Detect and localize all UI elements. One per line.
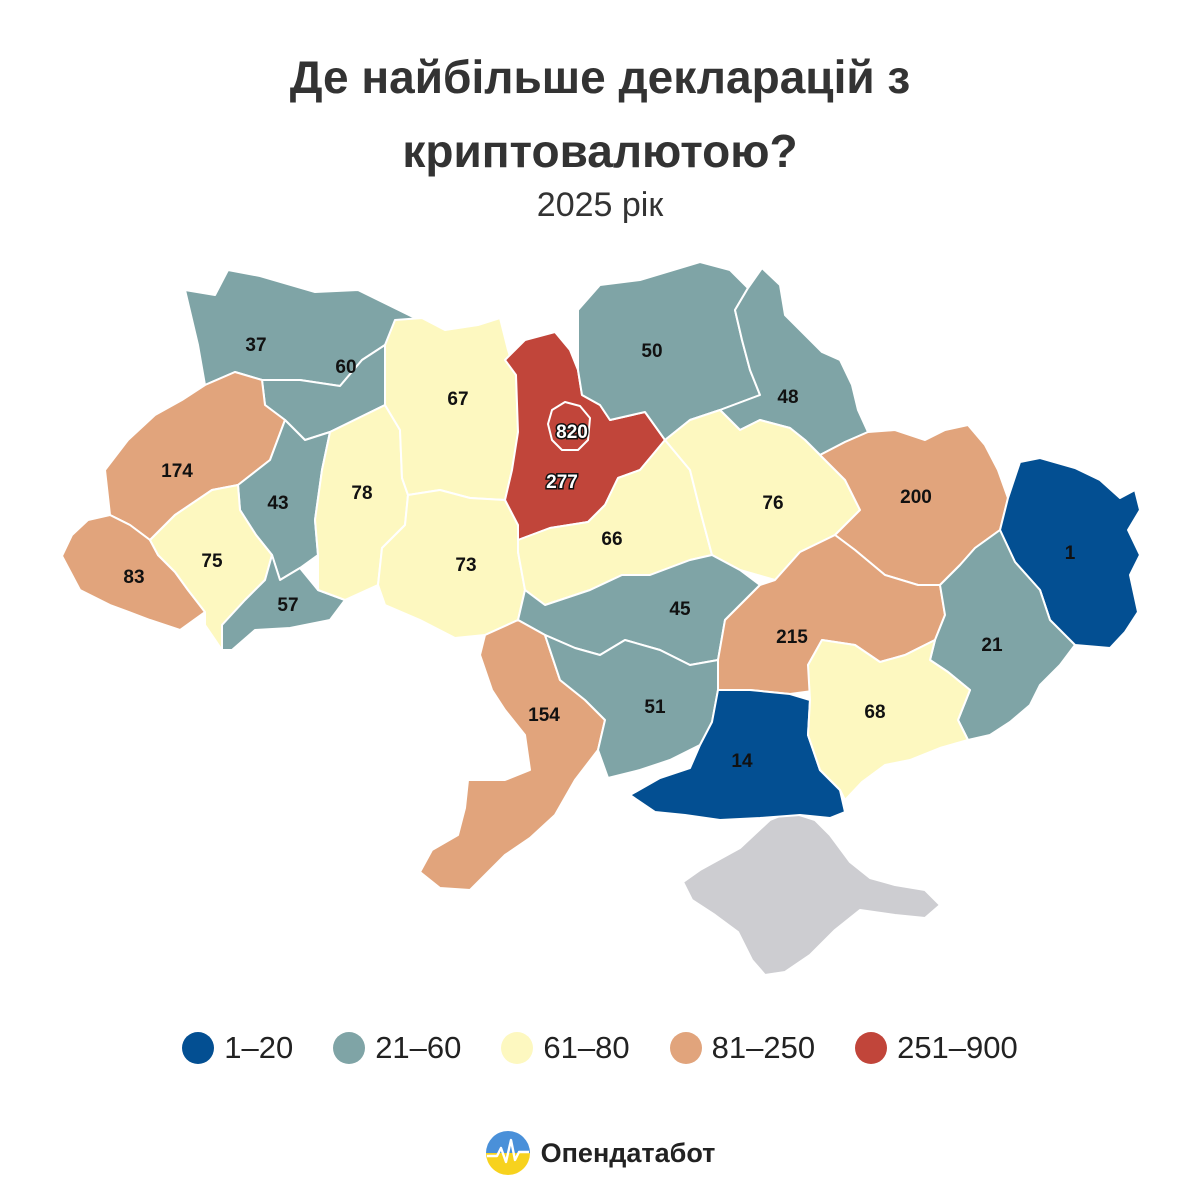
brand-name: Опендатабот bbox=[540, 1137, 716, 1168]
map-subtitle: 2025 рік bbox=[536, 186, 664, 224]
legend-item: 61–80 bbox=[501, 1030, 630, 1066]
region-value-kyiv-city: 820 bbox=[556, 422, 588, 443]
region-value-kherson: 14 bbox=[731, 751, 753, 772]
region-value-donetsk: 21 bbox=[981, 635, 1003, 656]
region-value-vinnytsia: 73 bbox=[455, 555, 476, 576]
region-value-sumy: 48 bbox=[777, 387, 798, 408]
legend-label: 81–250 bbox=[711, 1030, 816, 1065]
region-value-kharkiv: 200 bbox=[900, 487, 932, 508]
region-value-ivano-frankivsk: 75 bbox=[201, 551, 223, 572]
region-value-zaporizhzhia: 68 bbox=[864, 702, 885, 723]
region-value-lviv: 174 bbox=[161, 461, 193, 482]
legend-swatch bbox=[669, 1032, 702, 1064]
legend-item: 21–60 bbox=[333, 1030, 461, 1066]
region-value-cherkasy: 66 bbox=[601, 529, 622, 550]
region-value-rivne: 60 bbox=[335, 357, 356, 378]
legend-swatch bbox=[501, 1032, 534, 1064]
region-value-chernivtsi: 57 bbox=[277, 595, 298, 616]
region-crimea bbox=[682, 811, 941, 976]
map-title-line-1: Де найбільше декларацій з bbox=[289, 51, 911, 103]
map-title-line-2: криптовалютою? bbox=[402, 125, 798, 177]
region-value-kyiv-oblast: 277 bbox=[546, 472, 578, 493]
opendatabot-logo-icon bbox=[485, 1131, 530, 1175]
legend-swatch bbox=[855, 1032, 888, 1064]
legend-swatch bbox=[182, 1032, 215, 1064]
region-kyiv-city bbox=[547, 401, 591, 451]
region-zaporizhzhia bbox=[807, 639, 971, 801]
region-value-zakarpattia: 83 bbox=[123, 567, 144, 588]
legend-item: 81–250 bbox=[669, 1030, 816, 1066]
region-value-kirovohrad: 45 bbox=[669, 599, 691, 620]
region-value-zhytomyr: 67 bbox=[447, 389, 468, 410]
region-value-mykolaiv: 51 bbox=[644, 697, 666, 718]
legend-swatch bbox=[333, 1032, 366, 1064]
legend-label: 61–80 bbox=[543, 1030, 630, 1065]
region-value-volyn: 37 bbox=[245, 335, 266, 356]
region-value-khmelnytskyi: 78 bbox=[351, 483, 372, 504]
legend-label: 1–20 bbox=[224, 1030, 294, 1065]
region-value-dnipropetrovsk: 215 bbox=[776, 627, 808, 648]
map-legend: 1–20 21–60 61–80 81–250 251–900 bbox=[0, 1030, 1200, 1066]
region-value-odesa: 154 bbox=[528, 705, 560, 726]
region-value-chernihiv: 50 bbox=[641, 341, 662, 362]
regions-layer bbox=[61, 261, 1141, 976]
region-value-luhansk: 1 bbox=[1065, 543, 1076, 564]
brand: Опендатабот bbox=[0, 1130, 1200, 1176]
map-title: Де найбільше декларацій з криптовалютою? bbox=[0, 40, 1200, 188]
legend-item: 1–20 bbox=[182, 1030, 293, 1066]
legend-label: 251–900 bbox=[897, 1030, 1018, 1065]
legend-label: 21–60 bbox=[375, 1030, 462, 1065]
legend-item: 251–900 bbox=[855, 1030, 1018, 1066]
region-value-ternopil: 43 bbox=[267, 493, 288, 514]
region-value-poltava: 76 bbox=[762, 493, 783, 514]
